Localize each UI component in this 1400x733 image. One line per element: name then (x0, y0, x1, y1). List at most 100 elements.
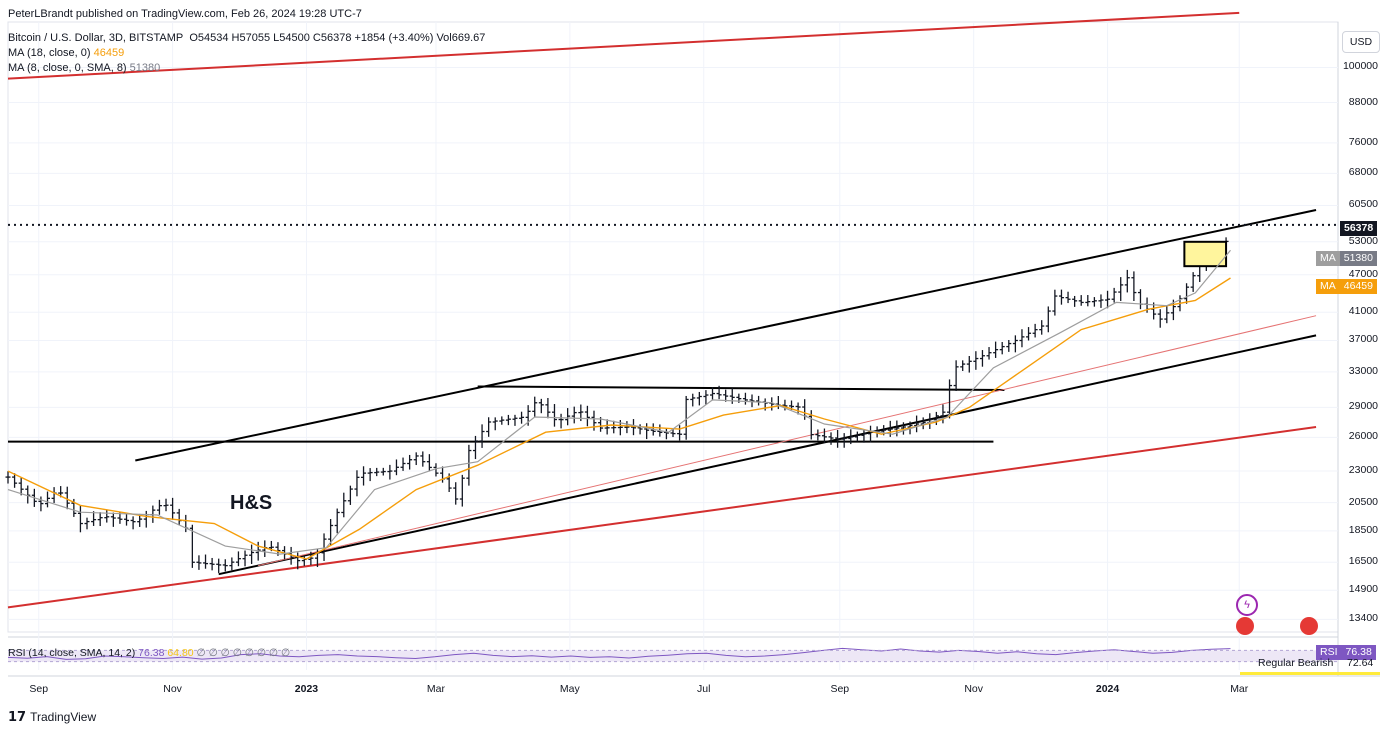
ohlc-bar (361, 466, 367, 486)
ohlc-bar (413, 452, 419, 466)
rsi-ma-legend-value: 64.80 (167, 647, 194, 659)
ohlc-bar (848, 429, 854, 445)
us-event-flag-icon[interactable] (1236, 617, 1254, 635)
time-axis-tick: 2023 (294, 683, 319, 695)
ohlc-bar (1052, 289, 1058, 316)
trendline-channel-upper (135, 209, 1317, 462)
ohlc-bar (104, 509, 110, 523)
ohlc-bar (216, 558, 222, 573)
ma18-legend-label: MA (18, close, 0) (8, 47, 91, 59)
price-axis-tick: 53000 (1348, 234, 1378, 247)
ohlc-bar (861, 429, 867, 443)
ohlc-bar (690, 393, 696, 407)
ohlc-bar (1131, 271, 1137, 301)
ohlc-values: O54534 H57055 L54500 C56378 +1854 (+3.40… (189, 32, 486, 44)
ohlc-bar (229, 557, 235, 571)
price-axis-tick: 14900 (1348, 583, 1378, 596)
ohlc-bar (130, 516, 136, 530)
ohlc-bar (1039, 320, 1045, 335)
ohlc-bar (828, 432, 834, 445)
time-axis-tick: Mar (426, 683, 446, 695)
price-axis-tick: 76000 (1348, 135, 1378, 148)
last-price-tag: 56378 (1340, 221, 1378, 236)
ohlc-bar (703, 390, 709, 405)
ohlc-bar (630, 419, 636, 436)
ohlc-bar (1164, 306, 1170, 324)
time-axis-tick: 2024 (1095, 683, 1120, 695)
ohlc-bar (677, 425, 683, 441)
rsi-line (7, 647, 1231, 660)
ohlc-bar (321, 533, 327, 561)
ma8-legend-label: MA (8, close, 0, SMA, 8) (8, 62, 127, 74)
ohlc-bar (242, 550, 248, 567)
time-axis-tick: Nov (163, 683, 182, 695)
ohlc-bar (835, 429, 841, 448)
ma18-price-tag: MA 46459 (1316, 276, 1377, 294)
ohlc-bar (156, 499, 162, 515)
ma18-tag-name: MA (1316, 279, 1340, 294)
ohlc-bar (571, 406, 577, 424)
us-event-flag-icon-2[interactable] (1300, 617, 1318, 635)
ohlc-bar (538, 398, 544, 414)
trendline-red-upper (7, 11, 1240, 80)
ohlc-bar (663, 428, 669, 440)
ohlc-bar (710, 387, 716, 401)
ohlc-bar (374, 467, 380, 477)
time-axis-tick: Sep (29, 683, 49, 695)
ohlc-bar (308, 551, 314, 566)
ohlc-bar (453, 482, 459, 505)
ohlc-bar (512, 414, 518, 426)
ohlc-bar (1118, 277, 1124, 301)
ma8-legend[interactable]: MA (8, close, 0, SMA, 8) 51380 (8, 61, 160, 75)
ohlc-bar (966, 355, 972, 373)
publisher-line: PeterLBrandt published on TradingView.co… (8, 8, 362, 20)
ohlc-bar (486, 417, 492, 437)
price-axis-tick: 18500 (1348, 523, 1378, 536)
ohlc-bar (117, 512, 123, 524)
ohlc-bar (1098, 294, 1104, 308)
ohlc-bar (84, 517, 90, 530)
rsi-legend[interactable]: RSI (14, close, SMA, 14, 2) 76.38 64.80 … (8, 646, 290, 660)
ohlc-bar (334, 508, 340, 534)
ohlc-bar (163, 498, 169, 512)
ohlc-bar (920, 417, 926, 430)
trendline-channel-lower (218, 334, 1317, 576)
rsi-tag-value: 76.38 (1341, 645, 1376, 660)
time-axis-tick: Sep (830, 683, 850, 695)
ohlc-bar (472, 435, 478, 460)
hs-annotation[interactable]: H&S (230, 492, 273, 514)
lightning-event-icon[interactable]: ϟ (1236, 594, 1258, 616)
ohlc-bar (492, 417, 498, 431)
ohlc-bar (393, 459, 399, 476)
time-axis-tick: Mar (1230, 683, 1249, 695)
time-axis-tick: Jul (697, 683, 711, 695)
ohlc-bar (854, 431, 860, 442)
ohlc-bar (354, 470, 360, 497)
price-axis-tick: 100000 (1342, 60, 1378, 73)
symbol-title[interactable]: Bitcoin / U.S. Dollar, 3D, BITSTAMP (8, 32, 184, 44)
ohlc-bar (999, 341, 1005, 355)
ohlc-bar (466, 444, 472, 486)
ohlc-bar (947, 379, 953, 419)
currency-button[interactable]: USD (1342, 31, 1380, 53)
ohlc-bar (426, 454, 432, 472)
ohlc-bar (683, 395, 689, 440)
ohlc-bar (973, 351, 979, 370)
price-axis-tick: 16500 (1348, 555, 1378, 568)
ohlc-bar (77, 505, 83, 533)
ohlc-bar (38, 496, 44, 512)
ohlc-bar (1032, 323, 1038, 338)
trendline-red-lower (7, 426, 1317, 609)
ma18-legend[interactable]: MA (18, close, 0) 46459 (8, 46, 124, 60)
ohlc-bar (249, 544, 255, 564)
ohlc-bar (18, 477, 24, 496)
price-axis-tick: 37000 (1348, 333, 1378, 346)
ohlc-bar (124, 513, 130, 526)
ohlc-bar (459, 474, 465, 507)
ohlc-bar (986, 347, 992, 360)
footer-brand-text: TradingView (30, 710, 97, 724)
ohlc-bar (611, 420, 617, 434)
ohlc-bar (222, 559, 228, 572)
ohlc-bar (209, 557, 215, 571)
